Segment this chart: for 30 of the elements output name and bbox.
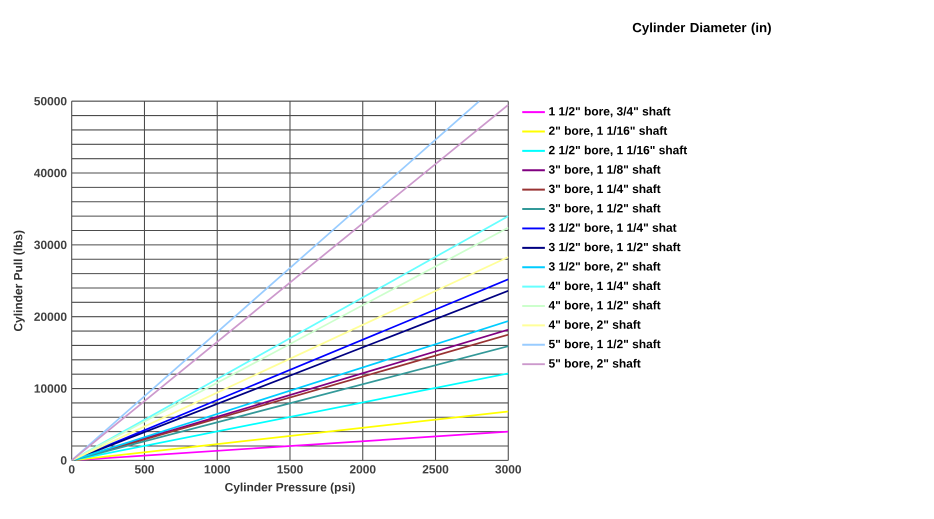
legend-label: 3 1/2" bore, 1 1/4" shat [548, 223, 676, 234]
legend-label: 4" bore, 1 1/4" shaft [548, 281, 661, 292]
legend-title: Cylinder Diameter (in) [632, 22, 771, 35]
legend-label: 3 1/2" bore, 1 1/2" shaft [548, 242, 680, 254]
y-axis-title: Cylinder Pull (lbs) [14, 230, 25, 332]
x-tick-label: 2500 [422, 465, 448, 474]
legend-label: 3" bore, 1 1/2" shaft [548, 204, 661, 214]
legend-label: 5" bore, 1 1/2" shaft [548, 340, 661, 350]
legend-label: 4" bore, 1 1/2" shaft [548, 300, 661, 312]
legend-label: 2 1/2" bore, 1 1/16" shaft [548, 146, 688, 156]
legend-label: 3 1/2" bore, 2" shaft [548, 262, 661, 272]
y-tick-label: 0 [60, 456, 67, 465]
legend-label: 2" bore, 1 1/16" shaft [548, 126, 668, 137]
x-tick-label: 3000 [495, 465, 522, 474]
legend-label: 1 1/2" bore, 3/4" shaft [549, 106, 670, 118]
y-tick-label: 10000 [34, 384, 67, 393]
legend-label: 4" bore, 2" shaft [548, 320, 641, 331]
x-tick-label: 1500 [277, 465, 303, 474]
legend-label: 3" bore, 1 1/8" shaft [548, 165, 661, 176]
legend-label: 3" bore, 1 1/4" shaft [548, 184, 661, 195]
y-tick-label: 20000 [34, 312, 67, 322]
x-tick-label: 500 [134, 465, 154, 474]
y-tick-label: 30000 [34, 240, 67, 250]
y-tick-label: 50000 [34, 97, 67, 106]
y-tick-label: 40000 [34, 168, 67, 178]
x-tick-label: 0 [68, 465, 75, 474]
x-tick-label: 2000 [350, 465, 376, 474]
legend-label: 5" bore, 2" shaft [548, 358, 641, 370]
x-axis-title: Cylinder Pressure (psi) [225, 482, 355, 494]
x-tick-label: 1000 [204, 465, 230, 474]
